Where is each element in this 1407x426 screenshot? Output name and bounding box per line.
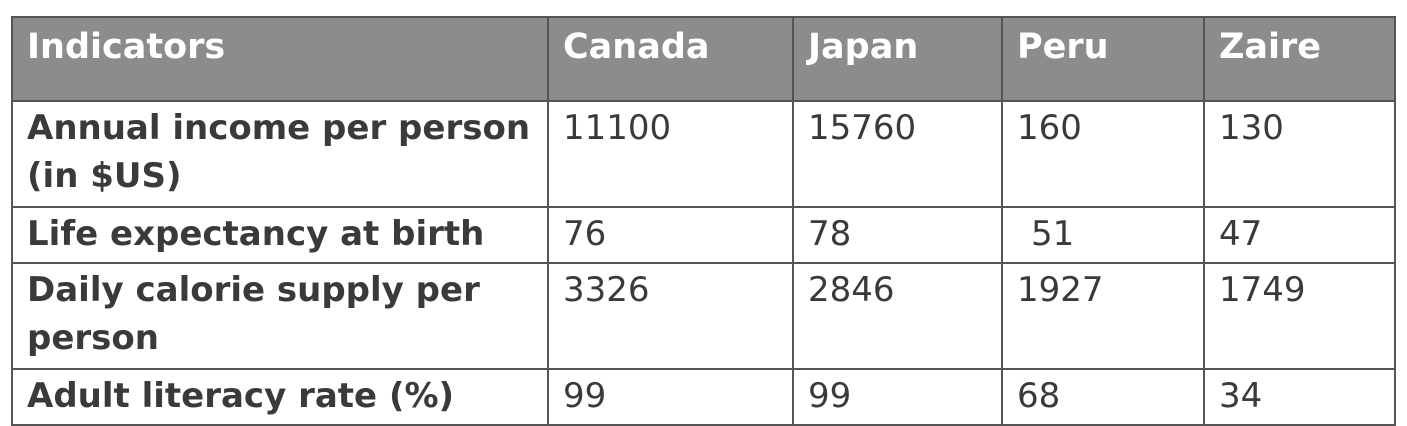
table-row: Annual income per person (in $US) 11100 …	[11, 100, 1396, 208]
header-canada: Canada	[547, 16, 794, 102]
cell-canada-literacy: 99	[547, 368, 794, 426]
cell-japan-life: 78	[792, 206, 1003, 264]
cell-canada-income: 11100	[547, 100, 794, 208]
header-indicators: Indicators	[11, 16, 549, 102]
cell-canada-life: 76	[547, 206, 794, 264]
cell-zaire-calories: 1749	[1203, 262, 1396, 370]
cell-zaire-life: 47	[1203, 206, 1396, 264]
table-row: Life expectancy at birth 76 78 51 47	[11, 206, 1396, 264]
row-label-calorie-supply: Daily calorie supply per person	[11, 262, 549, 370]
cell-japan-income: 15760	[792, 100, 1003, 208]
cell-peru-calories: 1927	[1001, 262, 1205, 370]
cell-zaire-income: 130	[1203, 100, 1396, 208]
header-japan: Japan	[792, 16, 1003, 102]
table-row: Daily calorie supply per person 3326 284…	[11, 262, 1396, 370]
cell-peru-life: 51	[1001, 206, 1205, 264]
row-label-literacy-rate: Adult literacy rate (%)	[11, 368, 549, 426]
cell-peru-literacy: 68	[1001, 368, 1205, 426]
header-zaire: Zaire	[1203, 16, 1396, 102]
cell-canada-calories: 3326	[547, 262, 794, 370]
row-label-annual-income: Annual income per person (in $US)	[11, 100, 549, 208]
cell-peru-income: 160	[1001, 100, 1205, 208]
cell-zaire-literacy: 34	[1203, 368, 1396, 426]
indicators-table-container: Indicators Canada Japan Peru Zaire Annua…	[11, 16, 1396, 426]
table-row: Adult literacy rate (%) 99 99 68 34	[11, 368, 1396, 426]
cell-japan-calories: 2846	[792, 262, 1003, 370]
cell-japan-literacy: 99	[792, 368, 1003, 426]
table-header-row: Indicators Canada Japan Peru Zaire	[11, 16, 1396, 102]
row-label-life-expectancy: Life expectancy at birth	[11, 206, 549, 264]
indicators-table: Indicators Canada Japan Peru Zaire Annua…	[11, 16, 1396, 426]
header-peru: Peru	[1001, 16, 1205, 102]
